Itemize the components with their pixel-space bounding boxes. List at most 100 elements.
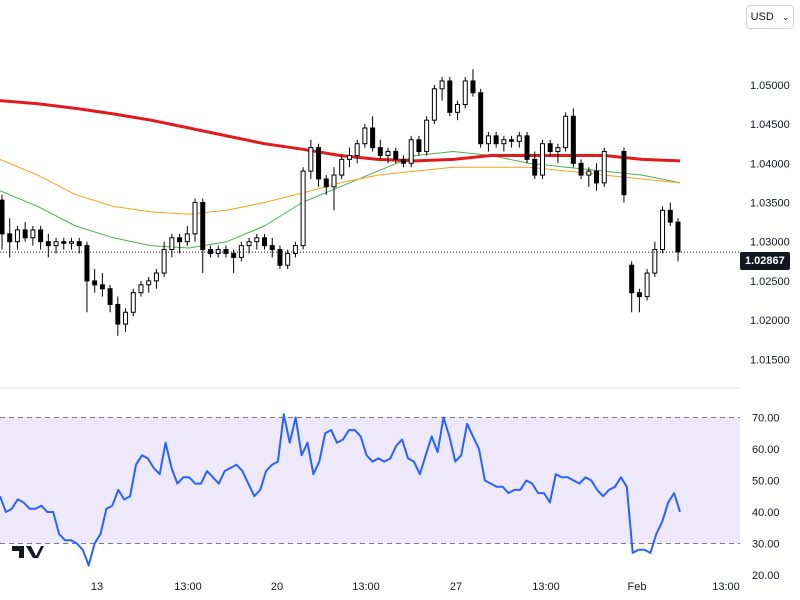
candle-body [539, 143, 545, 176]
time-axis-tick: Feb [628, 581, 647, 593]
candle-body [455, 103, 461, 113]
candle-body [516, 135, 522, 142]
candle-body [231, 252, 237, 258]
rsi-axis-tick: 30.00 [752, 538, 780, 550]
candle-body [277, 249, 283, 266]
rsi-axis-tick: 70.00 [752, 412, 780, 424]
candle-body [478, 92, 484, 145]
candle-body [138, 284, 144, 294]
candle-body [99, 284, 105, 290]
candle-body [300, 170, 306, 247]
candle-body [485, 135, 491, 145]
candle-body [636, 292, 642, 298]
candle-body [161, 249, 167, 274]
candle-body [652, 249, 658, 274]
time-axis-tick: 13 [91, 581, 103, 593]
candle-body [45, 241, 51, 247]
ma-mid-line [0, 158, 681, 215]
tradingview-logo-icon [12, 546, 44, 558]
candle-body [184, 233, 190, 243]
candle-body [578, 162, 584, 176]
candle-body [470, 80, 476, 94]
ma-short-line [0, 151, 681, 249]
candle-body [660, 209, 666, 251]
candle-body [354, 143, 360, 156]
candle-body [254, 237, 260, 243]
candle-body [262, 237, 268, 247]
candle-body [246, 241, 252, 247]
candle-body [115, 303, 121, 325]
candle-body [462, 80, 468, 105]
price-axis-tick: 1.02500 [750, 276, 790, 288]
price-axis-tick: 1.04000 [750, 158, 790, 170]
candle-body [532, 158, 538, 176]
price-axis-tick: 1.04500 [750, 119, 790, 131]
rsi-axis-tick: 60.00 [752, 444, 780, 456]
candle-body [594, 170, 600, 184]
candle-body [377, 147, 383, 156]
candle-body [107, 288, 113, 305]
candle-body [292, 245, 298, 254]
candle-body [123, 311, 129, 325]
candle-body [408, 139, 414, 164]
candle-body [447, 80, 453, 113]
candle-body [177, 237, 183, 243]
candle-body [547, 143, 553, 153]
candle-body [431, 88, 437, 121]
rsi-axis-tick: 20.00 [752, 570, 780, 582]
candle-body [207, 249, 213, 254]
candle-body [331, 174, 337, 188]
candle-body [7, 233, 13, 243]
candle-body [439, 80, 445, 90]
candle-body [629, 264, 635, 294]
candle-body [563, 115, 569, 149]
candle-body [370, 127, 376, 149]
candle-body [524, 135, 530, 160]
rsi-band [0, 417, 740, 544]
candle-body [416, 139, 422, 153]
candle-body [667, 209, 673, 223]
candle-body [424, 119, 430, 153]
time-axis-tick: 13:00 [532, 581, 560, 593]
price-axis-tick: 1.05000 [750, 80, 790, 92]
candle-body [393, 151, 399, 160]
time-axis-tick: 13:00 [174, 581, 202, 593]
time-axis-tick: 27 [450, 581, 462, 593]
candle-body [308, 147, 314, 172]
price-axis-tick: 1.01500 [750, 354, 790, 366]
candle-body [644, 272, 650, 298]
candle-body [146, 280, 152, 286]
candle-body [586, 170, 592, 176]
candle-body [84, 245, 90, 282]
candle-body [53, 241, 59, 247]
candle-body [601, 151, 607, 184]
candle-body [269, 245, 275, 251]
candle-body [223, 249, 229, 254]
candle-body [621, 151, 627, 196]
price-axis-tick: 1.03000 [750, 237, 790, 249]
candle-body [30, 229, 36, 239]
rsi-line [0, 413, 681, 567]
candle-body [68, 241, 74, 244]
candle-body [339, 158, 345, 176]
candle-body [493, 135, 499, 145]
ma-long-line [0, 99, 681, 163]
candle-body [215, 249, 221, 254]
last-price-badge: 1.02867 [740, 252, 790, 270]
candle-body [14, 229, 20, 243]
currency-selector[interactable]: USD ⌄ [746, 5, 794, 29]
candle-body [192, 202, 198, 235]
candle-body [400, 158, 406, 164]
candle-body [61, 241, 67, 244]
candle-body [285, 252, 291, 266]
time-axis-tick: 13:00 [352, 581, 380, 593]
candle-body [346, 154, 352, 160]
time-axis-tick: 13:00 [712, 581, 740, 593]
chevron-down-icon: ⌄ [781, 11, 790, 22]
candle-body [92, 280, 98, 286]
candle-body [76, 241, 82, 247]
candle-body [362, 127, 368, 145]
candle-body [0, 199, 5, 235]
candle-body [316, 147, 322, 180]
